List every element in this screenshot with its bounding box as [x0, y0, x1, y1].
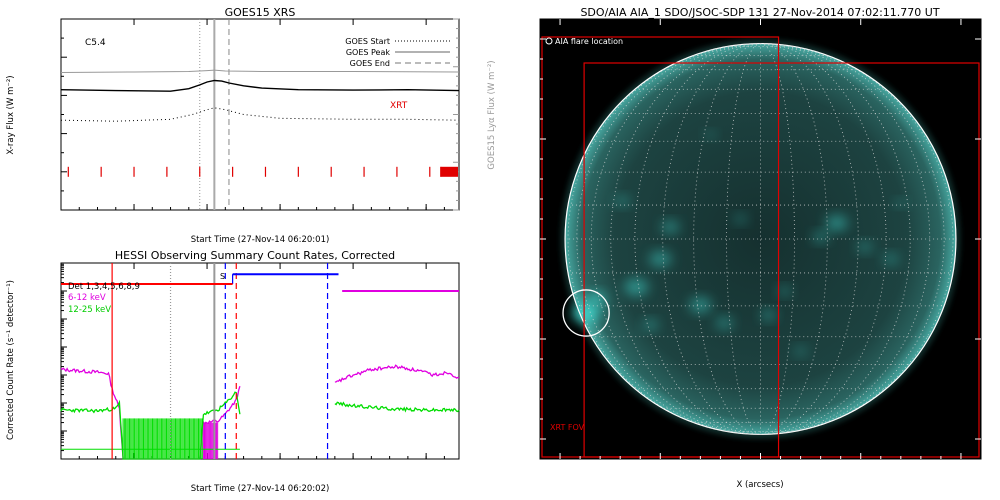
hessi-series-2: [60, 391, 241, 460]
emission-region: [825, 215, 848, 231]
aia-axes: [540, 19, 981, 459]
hessi-legend-6-12: 6-12 keV: [68, 293, 106, 303]
longitude-line: [693, 43, 761, 435]
flare-location-circle: [562, 289, 610, 337]
emission-region: [661, 220, 680, 234]
longitude-line: [726, 43, 761, 435]
legend-goes-end: GOES End: [350, 59, 390, 68]
goes-panel: GOES15 XRS C5.4 XRT GOES Start GOES Peak…: [6, 6, 497, 245]
emission-region: [777, 286, 792, 296]
goes-series-2: [60, 69, 460, 73]
goes-x-axis: [78, 19, 445, 210]
emission-region: [715, 316, 734, 330]
goes-class-label: C5.4: [85, 38, 106, 48]
hessi-series-3: [334, 401, 460, 413]
aia-x-label: X (arcsecs): [736, 480, 783, 490]
longitude-line: [760, 43, 911, 435]
hessi-x-label: Start Time (27-Nov-14 06:20:02): [191, 484, 330, 494]
emission-region: [856, 241, 873, 253]
goes-y-label: X-ray Flux (W m⁻²): [6, 75, 16, 154]
emission-region: [642, 319, 659, 331]
aia-title: SDO/AIA AIA_1 SDO/JSOC-SDP 131 27-Nov-20…: [580, 6, 939, 19]
emission-region: [793, 346, 808, 356]
emission-region: [649, 251, 672, 267]
longitude-line: [760, 43, 795, 435]
emission-region: [760, 309, 777, 321]
hessi-series-1: [334, 364, 460, 383]
hessi-x-axis: [78, 263, 445, 459]
emission-region: [624, 278, 649, 296]
hessi-detectors: Det 1,3,4,5,6,8,9: [68, 282, 140, 292]
longitude-line: [760, 43, 828, 435]
goes-legend: GOES Start GOES Peak GOES End: [345, 37, 450, 68]
legend-goes-start: GOES Start: [345, 37, 390, 46]
xrt-fov-box-1: [583, 62, 980, 458]
emission-region: [733, 214, 748, 224]
sun-disk: [561, 39, 960, 439]
hessi-panel: HESSI Observing Summary Count Rates, Cor…: [6, 249, 460, 494]
heliographic-grid: [565, 43, 956, 435]
goes-series-0: [60, 79, 460, 92]
goes-y2-label: GOES15 Lyα Flux (W m⁻²): [487, 60, 497, 169]
aia-panel: SDO/AIA AIA_1 SDO/JSOC-SDP 131 27-Nov-20…: [539, 6, 982, 490]
emission-region: [882, 253, 899, 265]
hessi-title: HESSI Observing Summary Count Rates, Cor…: [115, 249, 395, 262]
hessi-state-bars: [61, 273, 459, 292]
hessi-y-label: Corrected Count Rate (s⁻¹ detector⁻¹): [6, 280, 16, 440]
goes-x-label: Start Time (27-Nov-14 06:20:01): [191, 235, 330, 245]
emission-region: [689, 297, 712, 313]
goes-right-axis: [453, 18, 459, 211]
longitude-line: [567, 43, 761, 435]
sun-disk-fill: [565, 43, 956, 435]
goes-y-axis: [61, 18, 67, 211]
flare-legend-marker: [545, 37, 553, 45]
emission-region: [614, 195, 631, 207]
xrt-ticks: [67, 166, 458, 177]
hessi-legend-12-25: 12-25 keV: [68, 305, 111, 315]
emission-region: [572, 303, 601, 323]
longitude-line: [610, 43, 761, 435]
longitude-line: [760, 43, 859, 435]
xrt-tick-cluster: [440, 166, 458, 177]
emission-region: [586, 291, 607, 307]
xrt-fov-label: XRT FOV: [550, 423, 585, 432]
goes-series-1: [60, 107, 460, 122]
goes-plot-frame: [60, 18, 460, 211]
emission-region: [812, 231, 829, 243]
hessi-y-axis: [61, 262, 67, 460]
flare-legend-label: AIA flare location: [555, 37, 623, 46]
longitude-line: [760, 43, 954, 435]
emission-region: [894, 198, 907, 208]
legend-goes-peak: GOES Peak: [346, 48, 391, 57]
hessi-vertical-lines: [111, 263, 329, 459]
flare-circle: [562, 289, 610, 337]
goes-title: GOES15 XRS: [225, 6, 296, 19]
hessi-plot-frame: [60, 262, 460, 460]
goes-series: [60, 19, 460, 210]
emission-region: [704, 130, 717, 140]
hessi-s-label: S: [220, 272, 225, 281]
xrt-label: XRT: [390, 101, 408, 111]
longitude-line: [662, 43, 761, 435]
hessi-series: [60, 364, 460, 460]
